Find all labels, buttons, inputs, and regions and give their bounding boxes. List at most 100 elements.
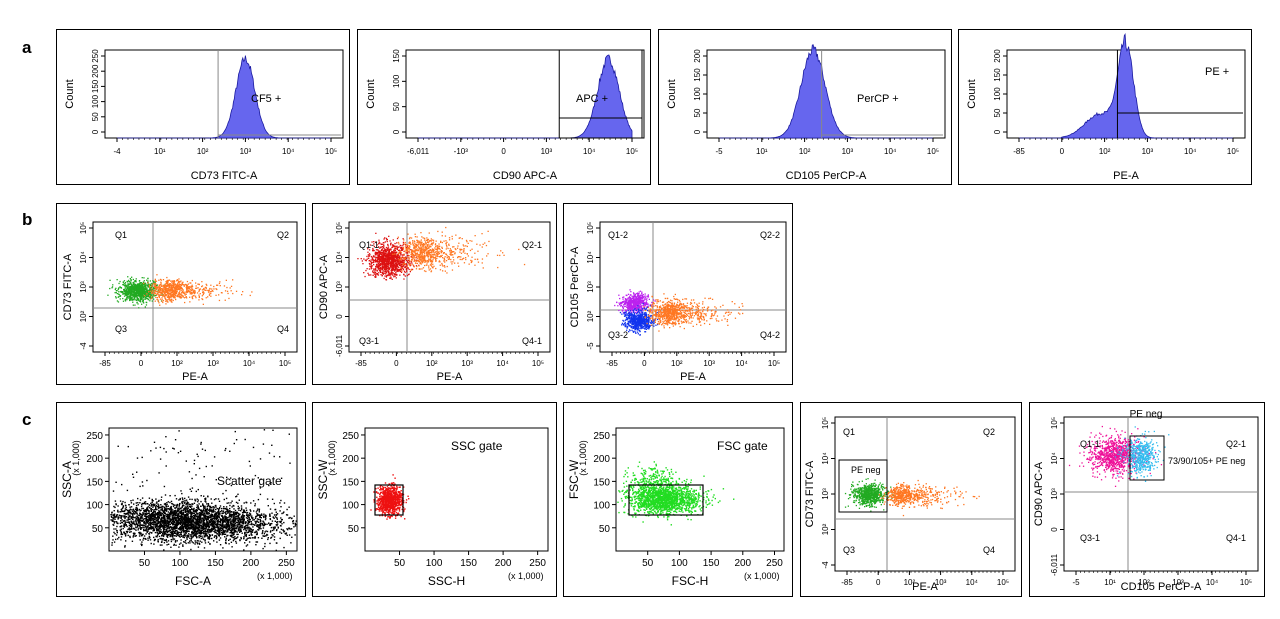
b3-ytick-label: 10² — [586, 310, 595, 322]
c5-population-2 — [1111, 426, 1170, 482]
a3-xtick-label: 10² — [799, 147, 811, 156]
b2-x-axis-label: PE-A — [437, 371, 463, 383]
a2-ytick-label: 150 — [392, 49, 401, 63]
c1-xtick-label: 100 — [172, 558, 189, 569]
b3-xtick-label: 0 — [642, 359, 647, 368]
b2-xtick-label: 10³ — [461, 359, 473, 368]
b2-quadrant-label-4: Q4-1 — [522, 336, 542, 346]
c3-ytick-label: 200 — [593, 454, 610, 465]
b2-xtick-label: -85 — [355, 359, 367, 368]
c2-xtick-label: 100 — [426, 558, 443, 569]
a3-xtick-label: 10¹ — [756, 147, 768, 156]
b3-quadrant-label-2: Q2-2 — [760, 230, 780, 240]
a4-ytick-label: 200 — [993, 49, 1002, 63]
c5-ytick-label: 10⁵ — [1050, 417, 1059, 429]
a3-ytick-label: 100 — [693, 87, 702, 101]
a4-xtick-label: 10³ — [1142, 147, 1154, 156]
a2-y-axis-label: Count — [365, 79, 377, 108]
c4-ytick-label: 10³ — [821, 488, 830, 500]
c2-plot-frame — [364, 427, 549, 552]
b2-y-axis-label: CD90 APC-A — [318, 254, 330, 319]
c5-title: PE neg — [1130, 409, 1163, 420]
c2-xtick-label: 50 — [394, 558, 406, 569]
c2-ytick-label: 250 — [342, 431, 359, 442]
c5-xtick-label: 10⁵ — [1240, 578, 1252, 587]
a4-xtick-label: 10⁴ — [1184, 147, 1197, 156]
b3-quadrant-label-3: Q3-2 — [608, 330, 628, 340]
b1-population-1 — [107, 276, 166, 309]
c5-ytick-label: -6,011 — [1050, 553, 1059, 576]
panel-c2: SSC gate 50 100 150 200 250 50 100 150 200 250 SSC-… — [312, 402, 557, 597]
c4-xtick-label: -85 — [841, 578, 853, 587]
c4-ytick-label: 10⁵ — [821, 417, 830, 429]
c5-quadrant-label-2: Q2-1 — [1226, 439, 1246, 449]
b1-ytick-label: 10⁵ — [79, 222, 88, 234]
c5-ytick-label: 0 — [1050, 527, 1059, 532]
b2-xtick-label: 10⁵ — [532, 359, 544, 368]
row-label-c: c — [22, 410, 32, 429]
chart-c1: Scatter gate 50 100 150 200 250 50 100 150 200 250… — [60, 427, 298, 588]
c3-y-unit-label: (x 1,000) — [578, 440, 588, 476]
c2-y-axis-label: SSC-W — [316, 459, 330, 500]
c4-ytick-label: 10² — [821, 523, 830, 535]
c1-ytick-label: 200 — [86, 454, 103, 465]
a2-xtick-label: 10⁴ — [583, 147, 596, 156]
b3-xtick-label: 10⁴ — [735, 359, 748, 368]
b2-ytick-label: -6,011 — [335, 334, 344, 357]
c1-y-unit-label: (x 1,000) — [71, 440, 81, 476]
b3-ytick-label: 10⁵ — [586, 222, 595, 234]
chart-c5: Q1-1 Q2-1 Q3-1 Q4-1 -5 10¹ 10² 10³ 10⁴ 10⁵ -6,011 0… — [1033, 409, 1259, 593]
a4-ytick-label: 150 — [993, 68, 1002, 82]
b1-ytick-label: 10² — [79, 310, 88, 322]
b2-xtick-label: 10² — [426, 359, 438, 368]
b1-xtick-label: 10² — [171, 359, 183, 368]
a2-gate-label: APC + — [576, 93, 608, 105]
c2-ytick-label: 200 — [342, 454, 359, 465]
a2-ytick-label: 0 — [392, 129, 401, 134]
c4-xtick-label: 10³ — [935, 578, 947, 587]
c1-xtick-label: 50 — [139, 558, 151, 569]
c5-xtick-label: 10¹ — [1104, 578, 1116, 587]
b1-ytick-label: 10³ — [79, 281, 88, 293]
chart-a2: APC + -6,011 -10³ 0 10³ 10⁴ 10⁵ 0 50 100 150 CD90 A… — [365, 49, 645, 182]
c1-y-axis-label: SSC-A — [60, 461, 74, 498]
b3-quadrant-label-1: Q1-2 — [608, 230, 628, 240]
b3-ytick-label: -5 — [586, 342, 595, 350]
b2-ytick-label: 10³ — [335, 281, 344, 293]
c4-gate-label: PE neg — [851, 465, 881, 475]
b3-x-axis-label: PE-A — [680, 371, 706, 383]
a3-xtick-label: 10³ — [842, 147, 854, 156]
b2-population-2 — [392, 226, 526, 274]
chart-c2: SSC gate 50 100 150 200 250 50 100 150 200 250 SSC-… — [316, 427, 549, 588]
a3-ytick-label: 200 — [693, 49, 702, 63]
a1-x-axis-label: CD73 FITC-A — [191, 170, 258, 182]
c5-ytick-label: 10⁴ — [1050, 452, 1059, 465]
a3-xtick-label: -5 — [715, 147, 723, 156]
panel-c3: FSC gate 50 100 150 200 250 50 100 150 200 250 FSC-… — [563, 402, 793, 597]
a4-xtick-label: 0 — [1060, 147, 1065, 156]
a1-ytick-label: 0 — [91, 129, 100, 134]
c2-ytick-label: 150 — [342, 477, 359, 488]
panel-c1: Scatter gate 50 100 150 200 250 50 100 150 200 250… — [56, 402, 306, 597]
a3-ytick-label: 150 — [693, 68, 702, 82]
c3-y-axis-label: FSC-W — [567, 459, 581, 499]
c4-quadrant-label-4: Q4 — [983, 545, 995, 555]
c4-quadrant-label-1: Q1 — [843, 427, 855, 437]
a1-ytick-label: 200 — [91, 64, 100, 78]
a4-ytick-label: 50 — [993, 108, 1002, 117]
c5-gate-box — [1129, 435, 1165, 481]
chart-b2: Q1-1 Q2-1 Q3-1 Q4-1 -85 0 10² 10³ 10⁴ 10⁵ -6,011 0 1… — [318, 221, 551, 383]
b3-y-axis-label: CD105 PerCP-A — [569, 246, 581, 327]
c3-xtick-label: 100 — [671, 558, 688, 569]
a2-histogram — [418, 54, 633, 139]
c2-x-axis-label: SSC-H — [428, 574, 465, 588]
panel-b1: Q1 Q2 Q3 Q4 -85 0 10² 10³ 10⁴ 10⁵ -4 10² 10³ 10⁴ 10⁵ PE… — [56, 203, 306, 385]
a2-gate-box — [558, 49, 643, 139]
c2-x-unit-label: (x 1,000) — [508, 571, 544, 581]
b1-ytick-label: -4 — [79, 342, 88, 350]
a1-histogram — [117, 55, 331, 139]
b1-quadrant-label-2: Q2 — [277, 230, 289, 240]
b3-xtick-label: 10⁵ — [768, 359, 780, 368]
a2-xtick-label: 10⁵ — [626, 147, 638, 156]
